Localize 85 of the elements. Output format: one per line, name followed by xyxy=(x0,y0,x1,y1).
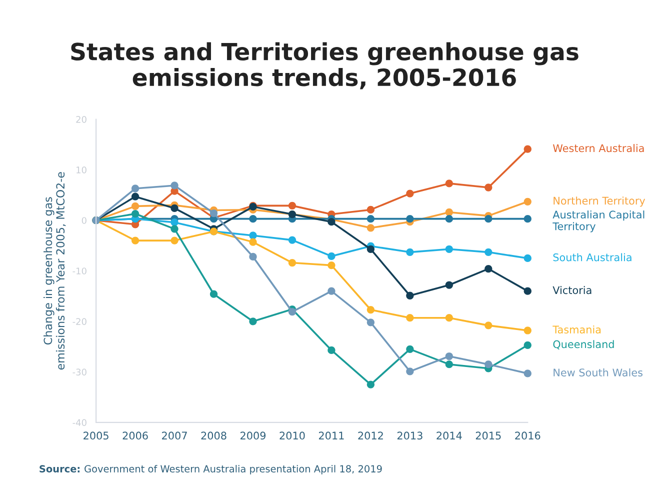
point xyxy=(170,204,178,212)
point xyxy=(406,190,414,198)
point xyxy=(445,281,453,289)
point xyxy=(366,306,375,314)
point xyxy=(484,265,492,273)
x-tick-label: 2013 xyxy=(397,432,422,440)
point xyxy=(366,318,375,326)
text: Northern Territory xyxy=(554,196,646,207)
text: Tasmania xyxy=(552,325,601,334)
point xyxy=(210,290,218,298)
point xyxy=(484,184,492,192)
point xyxy=(406,248,414,256)
x-tick-label: 2009 xyxy=(240,432,266,440)
point xyxy=(288,258,296,267)
point xyxy=(524,145,532,153)
x-tick-label: 2015 xyxy=(476,432,501,440)
point xyxy=(328,261,336,270)
point xyxy=(328,346,336,354)
point xyxy=(131,192,140,200)
point xyxy=(524,370,532,378)
x-tick-label: 2008 xyxy=(201,432,226,440)
text: Australian Capital Territory xyxy=(552,210,644,232)
point xyxy=(445,360,453,368)
text: Victoria xyxy=(552,286,592,294)
text: New South Wales xyxy=(554,368,642,376)
point xyxy=(170,225,178,233)
x-tick-label: 2010 xyxy=(280,432,305,440)
point xyxy=(249,215,257,223)
point xyxy=(249,238,257,246)
point xyxy=(131,236,140,244)
point xyxy=(170,218,178,226)
point xyxy=(524,198,532,206)
text: South Australia xyxy=(553,253,632,262)
point xyxy=(524,341,532,349)
point xyxy=(484,360,492,368)
point xyxy=(445,215,453,223)
point xyxy=(288,308,296,316)
x-tick-label: 2011 xyxy=(318,432,344,440)
chart-title: States and Territories greenhouse gas emissions trends, 2005-2016 xyxy=(71,42,578,90)
point xyxy=(288,236,296,244)
point xyxy=(524,215,532,223)
text: Western Australia xyxy=(552,144,644,152)
source-note: Source: Government of Western Australia presentation April 18, 2019 xyxy=(40,464,382,474)
point xyxy=(131,210,140,218)
point xyxy=(445,245,453,253)
point xyxy=(484,248,492,256)
point xyxy=(131,184,140,192)
point xyxy=(366,215,375,223)
x-tick-label: 2014 xyxy=(436,432,462,440)
point xyxy=(249,232,257,240)
point xyxy=(406,345,414,354)
point xyxy=(210,209,218,218)
point xyxy=(366,380,375,388)
point xyxy=(524,254,532,262)
point xyxy=(524,287,532,295)
point xyxy=(445,352,453,360)
point xyxy=(328,287,336,295)
point xyxy=(484,215,492,223)
point xyxy=(406,368,414,376)
point xyxy=(170,182,178,190)
point xyxy=(131,202,140,210)
point xyxy=(366,206,375,214)
x-tick-label: 2005 xyxy=(84,432,108,440)
point xyxy=(249,252,257,261)
point xyxy=(366,245,375,253)
x-tick-label: 2016 xyxy=(515,432,540,440)
point xyxy=(406,292,414,300)
point xyxy=(288,202,296,210)
point xyxy=(170,236,178,244)
x-tick-label: 2007 xyxy=(162,432,187,440)
point xyxy=(328,252,336,260)
point xyxy=(406,215,414,223)
point xyxy=(328,218,336,226)
point xyxy=(445,180,453,188)
text: Queensland xyxy=(553,340,614,350)
x-tick-label: 2006 xyxy=(122,432,148,440)
y-axis-title: Change in greenhouse gas emissions from Year 2005, MtCO2-e xyxy=(44,172,66,370)
point xyxy=(406,314,414,322)
point xyxy=(524,326,532,334)
x-tick-label: 2012 xyxy=(358,432,383,440)
point xyxy=(484,322,492,330)
point xyxy=(249,318,257,326)
point xyxy=(366,224,375,232)
point xyxy=(445,208,453,216)
point xyxy=(445,314,453,322)
